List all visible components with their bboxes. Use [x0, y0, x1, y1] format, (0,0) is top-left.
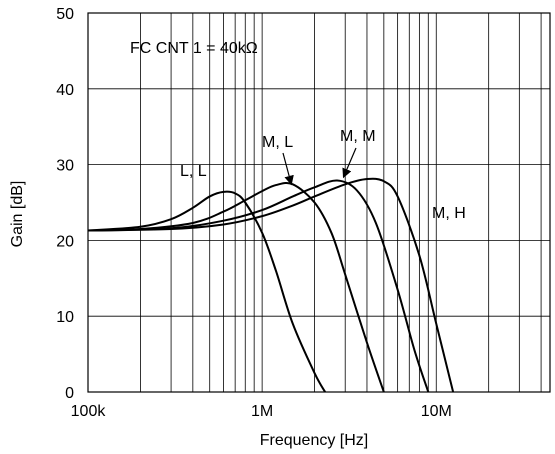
- leader-arrow-m-l: [282, 152, 294, 186]
- y-axis-title: Gain [dB]: [9, 181, 26, 248]
- y-tick-label: 50: [56, 6, 74, 23]
- series-label-layer: L, L M, L M, M M, H: [180, 128, 466, 222]
- leader-arrow-m-m: [342, 147, 357, 179]
- x-tick-label: 10M: [421, 403, 452, 420]
- series-label: M, M: [340, 128, 376, 145]
- y-tick-label: 10: [56, 309, 74, 326]
- y-tick-label: 40: [56, 82, 74, 99]
- series-label: L, L: [180, 163, 207, 180]
- fc-cnt-annotation: FC CNT 1 = 40kΩ: [130, 40, 258, 57]
- y-tick-label: 0: [65, 385, 74, 402]
- axis-layer: Gain [dB] Frequency [Hz] FC CNT 1 = 40kΩ: [9, 40, 368, 449]
- series-label: M, L: [262, 134, 293, 151]
- x-tick-label: 100k: [71, 403, 107, 420]
- curve-layer: [87, 177, 455, 393]
- series-line-l-l: [87, 190, 326, 393]
- series-line-m-l: [87, 181, 385, 393]
- y-tick-label: 20: [56, 233, 74, 250]
- y-tick-label: 30: [56, 158, 74, 175]
- plot-frame: [87, 12, 551, 393]
- grid-layer: 0 10 20 30 40 50 100k 1M 10M: [56, 6, 551, 420]
- x-axis-title: Frequency [Hz]: [260, 432, 368, 449]
- series-line-m-h: [87, 177, 455, 393]
- series-line-m-m: [87, 179, 430, 393]
- series-label: M, H: [432, 205, 466, 222]
- x-tick-label: 1M: [251, 403, 273, 420]
